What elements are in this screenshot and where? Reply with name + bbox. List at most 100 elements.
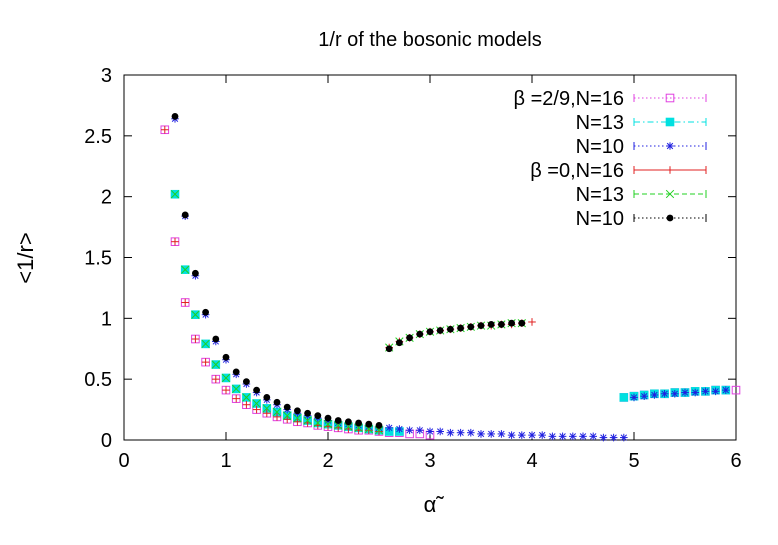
x-tick-label: 0 <box>118 450 129 472</box>
data-point <box>161 125 169 134</box>
data-point <box>232 384 241 394</box>
data-point <box>273 413 281 421</box>
series-4 <box>170 190 526 435</box>
data-point <box>201 358 210 366</box>
data-point <box>528 431 536 439</box>
series-1 <box>170 189 731 436</box>
data-point <box>620 433 628 442</box>
data-point <box>171 237 179 246</box>
data-point <box>344 422 353 431</box>
data-point <box>447 325 454 333</box>
data-point <box>396 339 403 347</box>
data-point <box>324 414 332 422</box>
data-point <box>681 388 689 397</box>
data-point <box>181 265 190 274</box>
data-point <box>487 430 495 438</box>
data-point <box>355 419 362 427</box>
data-point <box>467 428 475 437</box>
data-point <box>222 353 230 361</box>
data-point <box>518 319 526 327</box>
data-point <box>599 433 608 442</box>
data-point <box>252 405 261 414</box>
legend-label: N=13 <box>576 184 624 206</box>
legend-marker <box>665 117 675 127</box>
data-points <box>160 112 741 442</box>
data-point <box>731 385 741 395</box>
plot-frame <box>123 74 737 441</box>
data-point <box>242 400 251 409</box>
data-point <box>660 389 669 398</box>
series-3 <box>161 125 536 436</box>
data-point <box>487 321 495 328</box>
data-point <box>334 417 342 424</box>
data-point <box>191 335 200 343</box>
data-point <box>701 387 710 396</box>
data-point <box>457 324 464 332</box>
data-point <box>569 432 577 441</box>
data-point <box>283 403 291 411</box>
data-point <box>650 391 659 399</box>
data-point <box>201 339 210 349</box>
data-point <box>283 415 291 424</box>
data-point <box>416 426 424 435</box>
data-point <box>243 378 250 385</box>
x-tick-label: 3 <box>424 450 435 472</box>
data-point <box>548 432 557 441</box>
data-point <box>589 432 597 441</box>
data-point <box>619 393 629 402</box>
data-point <box>304 409 311 417</box>
data-point <box>630 393 638 402</box>
data-point <box>170 190 180 199</box>
data-point <box>262 404 271 413</box>
data-point <box>671 389 679 398</box>
y-tick-label: 2 <box>101 187 112 209</box>
data-point <box>263 394 271 401</box>
data-point <box>232 394 240 403</box>
data-point <box>365 420 373 428</box>
data-point <box>303 416 312 425</box>
data-point <box>202 308 210 316</box>
data-point <box>374 426 384 435</box>
legend-marker <box>666 166 674 174</box>
data-point <box>426 427 434 436</box>
y-tick-label: 0.5 <box>84 369 112 391</box>
data-point <box>528 318 536 326</box>
y-tick-label: 3 <box>101 65 112 87</box>
data-point <box>426 328 434 336</box>
data-point <box>406 334 413 342</box>
data-point <box>508 319 515 327</box>
data-point <box>498 321 505 328</box>
data-point <box>293 413 302 423</box>
data-point <box>711 387 720 396</box>
data-point <box>640 392 648 400</box>
legend-label: β =2/9,N=16 <box>514 88 624 110</box>
legend-label: N=10 <box>576 208 624 230</box>
data-point <box>293 417 302 426</box>
data-point <box>212 375 220 383</box>
legend-label: N=10 <box>576 136 624 158</box>
data-point <box>395 425 404 433</box>
data-point <box>211 360 220 369</box>
data-point <box>518 431 526 439</box>
x-tick-label: 1 <box>220 450 231 472</box>
x-axis-label: α̃ <box>424 492 445 517</box>
data-point <box>222 386 230 394</box>
data-point <box>385 345 393 353</box>
data-point <box>446 428 455 437</box>
data-point <box>263 409 271 418</box>
data-point <box>212 335 220 343</box>
data-point <box>436 327 444 334</box>
legend-marker <box>665 93 675 103</box>
data-point <box>181 211 189 219</box>
data-point <box>436 427 444 436</box>
axis-ticks: 0 1 2 3 4 5 6 0 0.5 1 1.5 2 2.5 3 <box>84 65 741 472</box>
data-point <box>364 424 373 434</box>
x-tick-label: 5 <box>628 450 639 472</box>
data-point <box>691 388 699 397</box>
series-5 <box>171 112 526 429</box>
data-point <box>192 269 199 277</box>
data-point <box>558 432 567 441</box>
data-point <box>477 322 485 330</box>
